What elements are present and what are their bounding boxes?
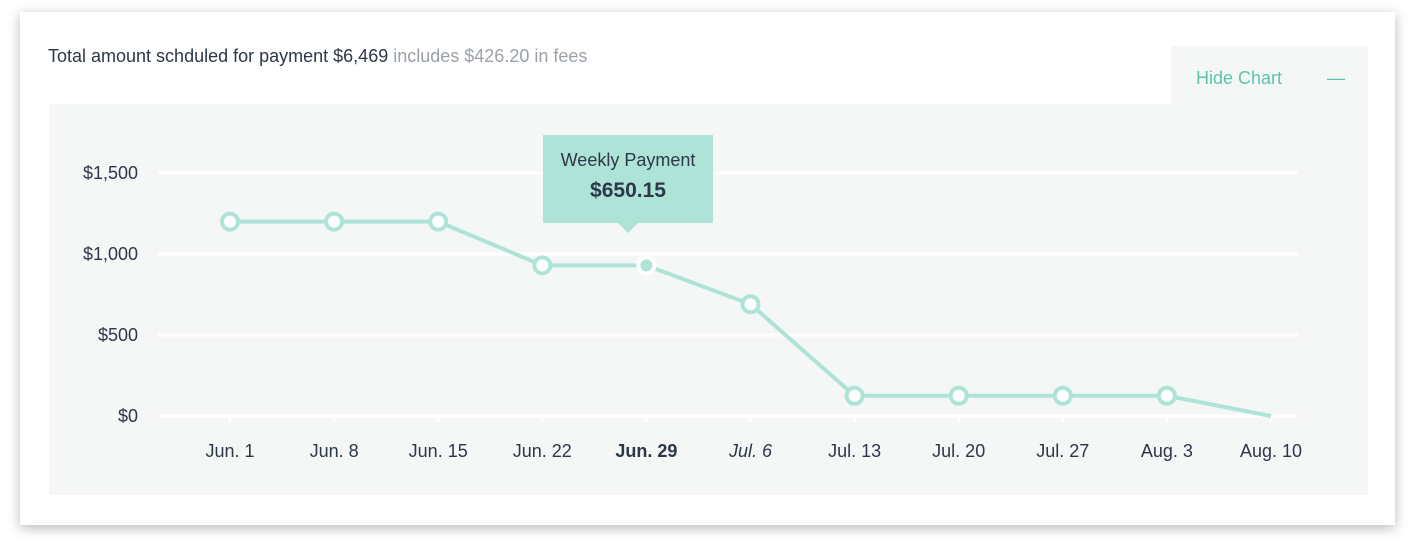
card-content: Total amount schduled for payment $6,469… bbox=[20, 12, 1395, 525]
data-point bbox=[1156, 385, 1177, 406]
summary-fees: includes $426.20 in fees bbox=[393, 46, 588, 66]
x-tick-label: Jun. 15 bbox=[409, 441, 468, 461]
x-tick-label: Jun. 22 bbox=[513, 441, 572, 461]
x-tick-label: Jun. 29 bbox=[615, 441, 677, 461]
data-point bbox=[1052, 385, 1073, 406]
data-point bbox=[428, 211, 449, 232]
hide-chart-label: Hide Chart bbox=[1196, 68, 1283, 88]
data-point bbox=[324, 211, 345, 232]
data-point bbox=[220, 211, 240, 232]
active-data-point bbox=[636, 255, 657, 276]
x-tick-label: Aug. 10 bbox=[1240, 441, 1302, 461]
tooltip-title: Weekly Payment bbox=[560, 150, 696, 170]
series-line bbox=[230, 219, 1272, 418]
data-point bbox=[532, 255, 553, 276]
summary-total: Total amount schduled for payment $6,469 bbox=[48, 46, 389, 66]
x-tick-label: Jun. 8 bbox=[310, 441, 359, 461]
x-tick-label: Jun. 1 bbox=[205, 441, 254, 461]
payment-summary: Total amount schduled for payment $6,469… bbox=[48, 46, 587, 67]
tooltip-value: $650.15 bbox=[590, 179, 666, 202]
x-tick-label: Jul. 27 bbox=[1036, 441, 1089, 461]
data-point bbox=[948, 385, 969, 406]
payment-line-chart: $0 $500 $1,000 $1,500 Jun. 1 Jun. 8 Jun. 15 Jun… bbox=[83, 163, 1302, 461]
data-point bbox=[740, 294, 761, 315]
y-tick-label: $500 bbox=[98, 325, 138, 345]
hide-chart-button[interactable]: Hide Chart — bbox=[1171, 46, 1368, 104]
x-tick-label: Jul. 13 bbox=[828, 441, 881, 461]
chart-tooltip: Weekly Payment $650.15 bbox=[543, 135, 713, 233]
collapse-icon: — bbox=[1327, 68, 1345, 88]
y-tick-label: $0 bbox=[118, 406, 138, 426]
data-point bbox=[844, 385, 865, 406]
x-tick-label: Jul. 20 bbox=[932, 441, 985, 461]
y-tick-label: $1,500 bbox=[83, 163, 138, 183]
y-tick-label: $1,000 bbox=[83, 244, 138, 264]
x-tick-label: Jul. 6 bbox=[728, 441, 773, 461]
x-tick-label: Aug. 3 bbox=[1141, 441, 1193, 461]
